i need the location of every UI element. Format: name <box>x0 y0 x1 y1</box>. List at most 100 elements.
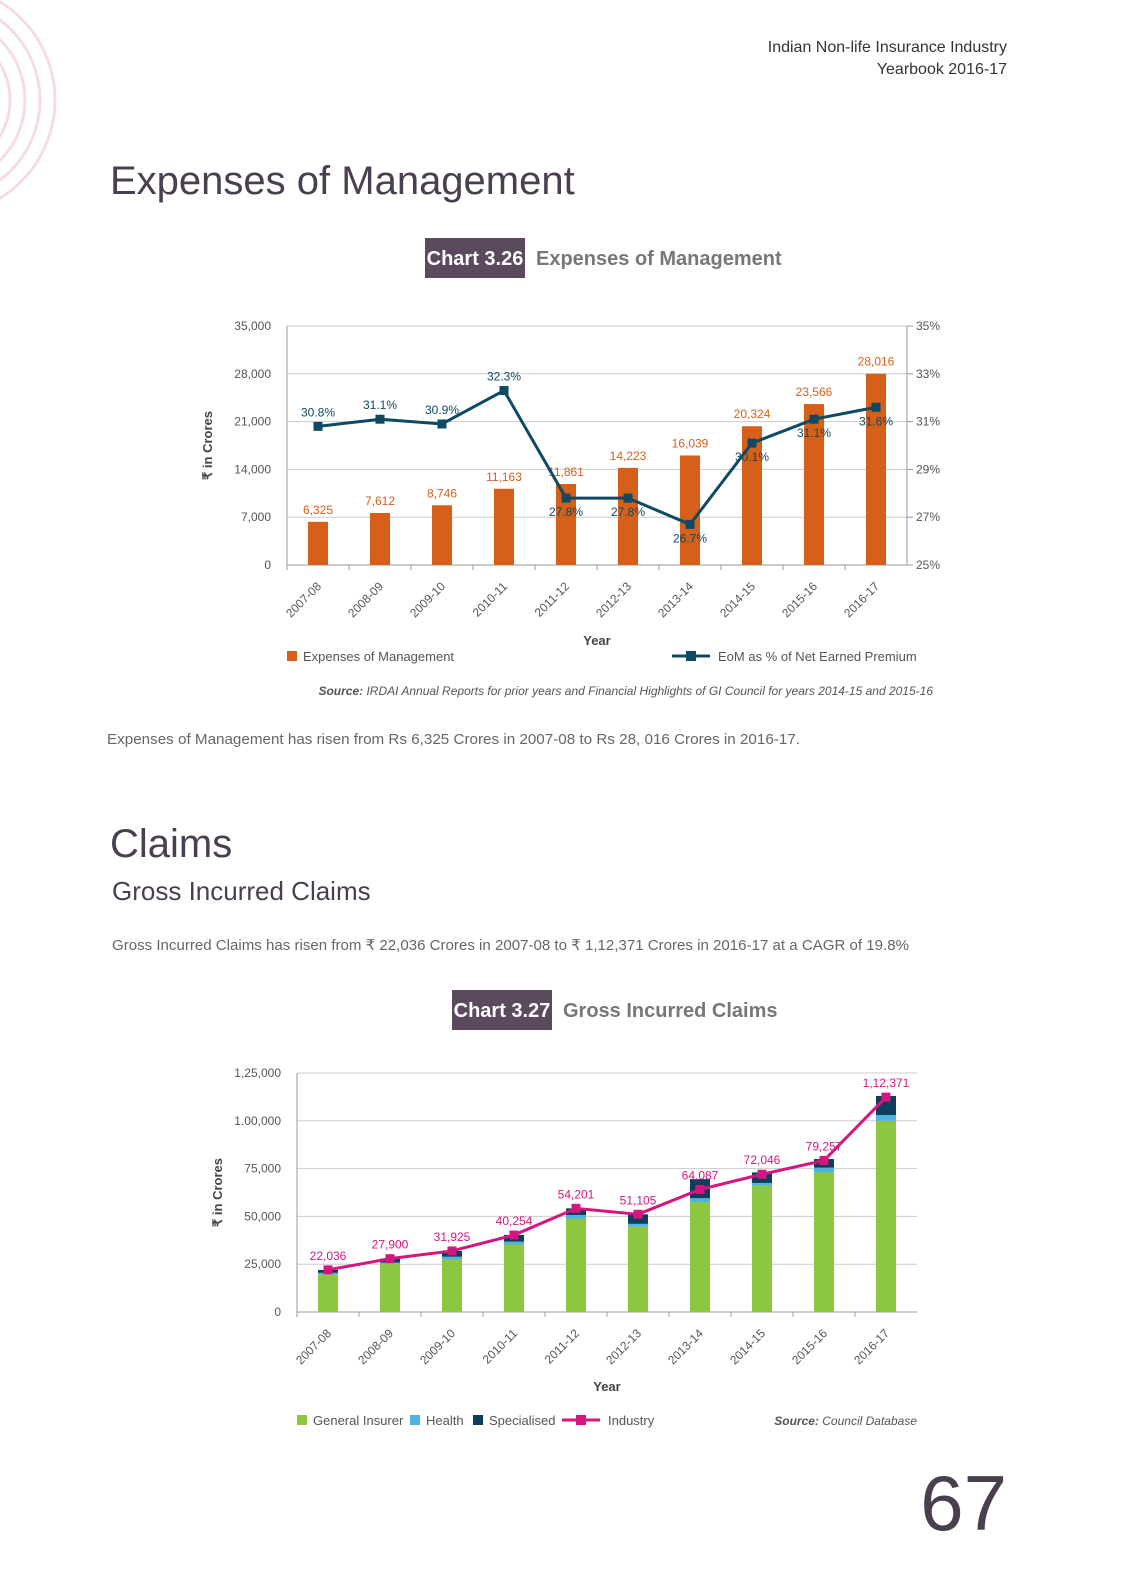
x-tick-label: 2007-08 <box>283 579 324 620</box>
x-tick-label: 2015-16 <box>789 1326 830 1367</box>
y2-tick-label: 29% <box>916 462 940 476</box>
bar <box>494 488 514 565</box>
bar-value-label: 28,016 <box>858 355 895 369</box>
line-marker <box>623 493 633 503</box>
line-value-label: 22,036 <box>310 1249 347 1263</box>
source-label: Source: <box>774 1414 819 1428</box>
y-tick-label: 50,000 <box>244 1209 281 1223</box>
bar <box>556 484 576 565</box>
x-tick-label: 2008-09 <box>345 579 386 620</box>
line-marker <box>447 1246 457 1256</box>
bar <box>432 505 452 565</box>
legend-swatch <box>297 1415 307 1425</box>
line-marker <box>685 519 695 529</box>
legend-marker <box>686 651 696 661</box>
line-value-label: 27,900 <box>372 1238 409 1252</box>
legend-label: Health <box>426 1413 464 1428</box>
bar-value-label: 11,163 <box>486 470 522 484</box>
line-value-label: 40,254 <box>496 1214 533 1228</box>
section-title: Claims <box>110 822 232 866</box>
x-tick-label: 2009-10 <box>417 1326 458 1367</box>
line-marker <box>385 1254 395 1264</box>
bar-value-label: 23,566 <box>796 385 833 399</box>
source-text: Council Database <box>822 1414 917 1428</box>
legend-label: Specialised <box>489 1413 556 1428</box>
bar <box>566 1218 586 1312</box>
chart-label: Chart 3.27 <box>454 1000 551 1022</box>
line-marker <box>509 1230 519 1240</box>
bar-value-label: 11,861 <box>548 465 584 479</box>
line-marker <box>757 1169 767 1179</box>
line-value-label: 54,201 <box>558 1187 595 1201</box>
legend-marker <box>576 1415 586 1425</box>
bar <box>876 1115 896 1121</box>
y-tick-label: 21,000 <box>234 415 271 429</box>
y-axis-title: ₹ in Crores <box>200 411 215 480</box>
bar <box>504 1241 524 1245</box>
body-text: Gross Incurred Claims has risen from ₹ 2… <box>112 937 909 954</box>
page-number: 67 <box>920 1459 1007 1547</box>
bar-value-label: 14,223 <box>610 449 647 463</box>
line-marker <box>819 1155 829 1165</box>
source-text: IRDAI Annual Reports for prior years and… <box>366 684 933 698</box>
x-tick-label: 2013-14 <box>665 1326 706 1367</box>
y-tick-label: 25,000 <box>244 1257 281 1271</box>
bar <box>680 455 700 565</box>
x-tick-label: 2008-09 <box>355 1326 396 1367</box>
bar-value-label: 20,324 <box>734 407 771 421</box>
bar <box>752 1185 772 1312</box>
line-value-label: 72,046 <box>744 1153 781 1167</box>
chart-title: Expenses of Management <box>536 248 782 270</box>
x-tick-label: 2011-12 <box>532 579 573 620</box>
y-tick-label: 1.00,000 <box>234 1114 281 1128</box>
line-marker <box>561 493 571 503</box>
bar <box>804 404 824 565</box>
section-subtitle: Gross Incurred Claims <box>112 876 371 906</box>
bar-value-label: 8,746 <box>427 486 457 500</box>
y-axis-title: ₹ in Crores <box>210 1158 225 1227</box>
line-value-label: 1,12,371 <box>863 1076 910 1090</box>
line-marker <box>881 1092 891 1102</box>
legend-swatch <box>473 1415 483 1425</box>
x-tick-label: 2012-13 <box>593 579 634 620</box>
source-note: Source: Council Database <box>774 1414 917 1428</box>
x-tick-label: 2015-16 <box>779 579 820 620</box>
x-axis-title: Year <box>583 633 610 648</box>
line-marker <box>633 1209 643 1219</box>
legend-label: General Insurer <box>313 1413 404 1428</box>
y2-tick-label: 25% <box>916 558 940 572</box>
decor-arcs <box>0 0 57 200</box>
line-marker <box>571 1203 581 1213</box>
line-marker <box>375 414 385 424</box>
x-tick-label: 2010-11 <box>470 579 511 620</box>
legend-label: EoM as % of Net Earned Premium <box>718 649 917 664</box>
bar <box>690 1202 710 1312</box>
bar-value-label: 7,612 <box>365 494 395 508</box>
y-tick-label: 35,000 <box>234 319 271 333</box>
y2-tick-label: 31% <box>916 415 940 429</box>
bar <box>318 1274 338 1312</box>
bar <box>370 513 390 565</box>
bar <box>566 1215 586 1219</box>
x-tick-label: 2009-10 <box>407 579 448 620</box>
y2-tick-label: 33% <box>916 367 940 381</box>
line-value-label: 27.8% <box>549 505 583 519</box>
bar <box>814 1167 834 1173</box>
line-value-label: 51,105 <box>620 1193 657 1207</box>
line-value-label: 27.8% <box>611 505 645 519</box>
section-title: Expenses of Management <box>110 159 575 203</box>
chart-label-box <box>452 990 552 1030</box>
bar <box>628 1223 648 1227</box>
x-tick-label: 2016-17 <box>851 1326 892 1367</box>
line-value-label: 64,087 <box>682 1168 719 1182</box>
legend-label: Expenses of Management <box>303 649 454 664</box>
source-note: Source: IRDAI Annual Reports for prior y… <box>318 684 933 698</box>
line-value-label: 31.6% <box>859 414 893 428</box>
bar <box>876 1120 896 1312</box>
bar <box>504 1244 524 1312</box>
x-tick-label: 2016-17 <box>841 579 882 620</box>
line-marker <box>747 438 757 448</box>
x-tick-label: 2014-15 <box>727 1326 768 1367</box>
x-tick-label: 2012-13 <box>603 1326 644 1367</box>
